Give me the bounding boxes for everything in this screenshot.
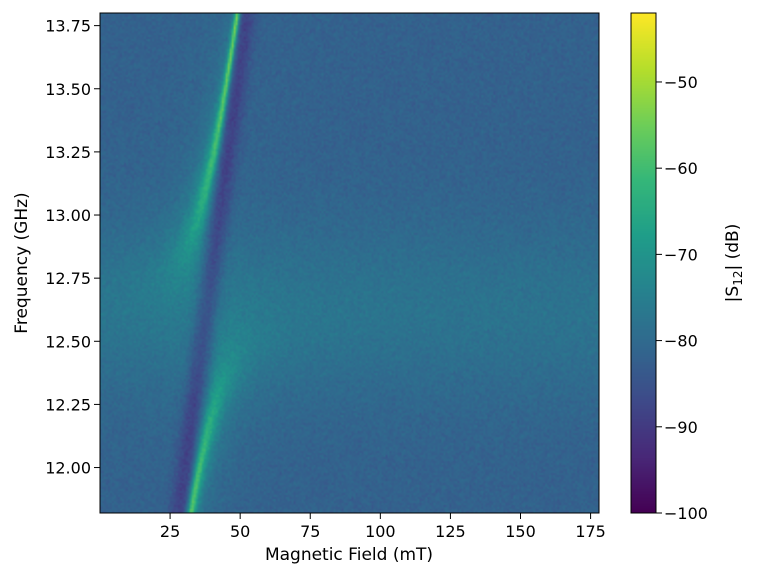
x-tick-label: 125 xyxy=(435,522,466,541)
x-tick-label: 50 xyxy=(230,522,250,541)
colorbar-tick-label: −100 xyxy=(664,504,708,523)
plot-frame xyxy=(99,12,600,514)
colorbar-frame xyxy=(630,12,657,514)
x-tick-label: 175 xyxy=(575,522,606,541)
y-tick-label: 12.75 xyxy=(45,269,91,288)
colorbar-tick-label: −60 xyxy=(664,159,698,178)
y-tick-label: 12.50 xyxy=(45,332,91,351)
y-tick-label: 13.00 xyxy=(45,206,91,225)
colorbar-tick-label: −50 xyxy=(664,73,698,92)
y-tick-label: 12.25 xyxy=(45,395,91,414)
colorbar-label-main: |S xyxy=(723,286,743,303)
x-axis-label: Magnetic Field (mT) xyxy=(265,545,433,565)
x-tick-label: 75 xyxy=(300,522,320,541)
y-tick-label: 12.00 xyxy=(45,459,91,478)
y-tick-label: 13.75 xyxy=(45,17,91,36)
colorbar-image xyxy=(631,13,656,513)
heatmap-container xyxy=(100,13,599,513)
colorbar-label: |S12| (dB) xyxy=(723,224,745,303)
y-axis-ticks: 12.00 12.25 12.50 12.75 13.00 13.25 13.50 13.75 xyxy=(45,17,100,478)
x-axis-ticks: 25 50 75 100 125 150 175 xyxy=(160,513,606,541)
colorbar-label-subscript: 12 xyxy=(731,271,745,286)
colorbar-ticks: −100 −90 −80 −70 −60 −50 xyxy=(656,73,708,523)
heatmap-image xyxy=(100,13,599,513)
colorbar-tick-label: −80 xyxy=(664,332,698,351)
x-tick-label: 25 xyxy=(160,522,180,541)
colorbar-label-tail: | (dB) xyxy=(723,224,743,271)
y-tick-label: 13.50 xyxy=(45,80,91,99)
y-axis-label: Frequency (GHz) xyxy=(12,192,32,333)
y-tick-label: 13.25 xyxy=(45,143,91,162)
x-tick-label: 150 xyxy=(505,522,536,541)
colorbar-tick-label: −70 xyxy=(664,245,698,264)
x-tick-label: 100 xyxy=(365,522,396,541)
colorbar-container xyxy=(631,13,656,513)
colorbar-tick-label: −90 xyxy=(664,418,698,437)
